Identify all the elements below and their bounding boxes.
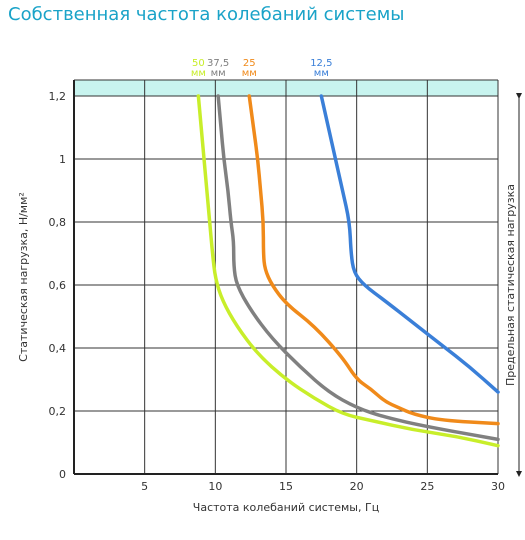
x-axis-title: Частота колебаний системы, Гц bbox=[193, 501, 379, 514]
y-tick-label: 0,2 bbox=[49, 405, 67, 418]
series-line-12-5 bbox=[319, 94, 500, 394]
series-label-value: 37,5 bbox=[207, 58, 229, 69]
grid bbox=[73, 79, 499, 475]
y-axis-title: Статическая нагрузка, Н/мм² bbox=[17, 192, 30, 362]
x-tick-label: 30 bbox=[491, 480, 505, 493]
chart-title: Собственная частота колебаний системы bbox=[8, 4, 405, 25]
series-label-value: 25 bbox=[243, 58, 256, 69]
series-label-unit: мм bbox=[314, 68, 329, 79]
series-label-unit: мм bbox=[211, 68, 226, 79]
y-tick-label: 0 bbox=[59, 468, 66, 481]
y-tick-label: 1,2 bbox=[49, 90, 67, 103]
x-tick-label: 10 bbox=[208, 480, 222, 493]
series-line-37-5 bbox=[216, 94, 500, 442]
x-tick-label: 20 bbox=[350, 480, 364, 493]
tick-labels: 5 10 15 20 25 30 0 0,2 0,4 0,6 0,8 1 1,2 bbox=[49, 90, 506, 493]
y-tick-label: 0,6 bbox=[49, 279, 67, 292]
x-tick-label: 5 bbox=[141, 480, 148, 493]
series-layer bbox=[196, 94, 500, 448]
y-tick-label: 0,8 bbox=[49, 216, 67, 229]
limit-label: Предельная статическая нагрузка bbox=[504, 184, 517, 386]
series-line-50 bbox=[196, 94, 500, 448]
series-label-value: 12,5 bbox=[310, 58, 332, 69]
series-line-25 bbox=[247, 94, 500, 426]
series-label-unit: мм bbox=[191, 68, 206, 79]
y-tick-label: 0,4 bbox=[49, 342, 67, 355]
series-label-value: 50 bbox=[192, 58, 205, 69]
series-label-unit: мм bbox=[242, 68, 257, 79]
y-tick-label: 1 bbox=[59, 153, 66, 166]
x-tick-label: 25 bbox=[420, 480, 434, 493]
x-tick-label: 15 bbox=[279, 480, 293, 493]
